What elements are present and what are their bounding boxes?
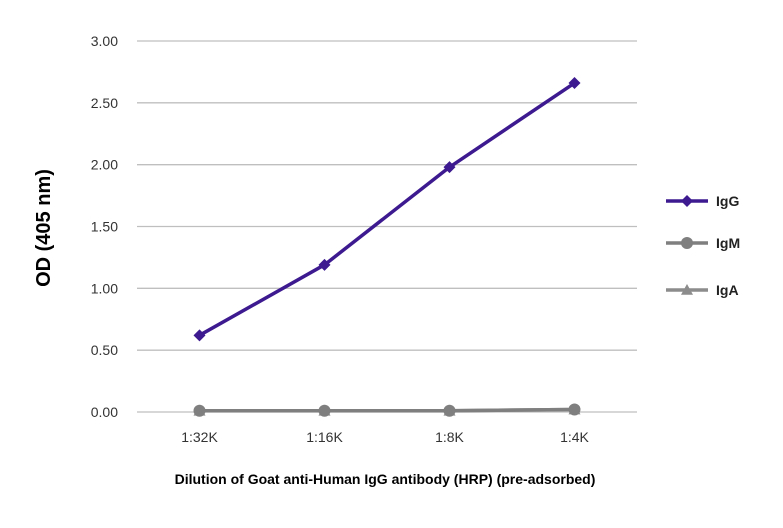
- data-point-diamond: [193, 329, 206, 342]
- data-point-circle: [318, 404, 331, 417]
- y-tick-label: 0.00: [91, 404, 118, 420]
- x-tick-label: 1:32K: [181, 429, 218, 445]
- legend-label: IgA: [716, 282, 739, 298]
- x-axis-title: Dilution of Goat anti-Human IgG antibody…: [175, 471, 596, 487]
- series-igg: [193, 77, 581, 342]
- series-line: [198, 81, 576, 337]
- y-tick-label: 1.50: [91, 219, 118, 235]
- legend-label: IgM: [716, 235, 740, 251]
- data-point-diamond: [681, 195, 693, 207]
- data-point-circle: [681, 237, 693, 249]
- legend-item-iga: IgA: [666, 282, 739, 298]
- gridlines: [137, 40, 637, 413]
- data-point-circle: [443, 404, 456, 417]
- series-layer: [193, 77, 581, 417]
- legend-item-igg: IgG: [666, 193, 739, 209]
- y-tick-labels: 0.00 0.50 1.00 1.50 2.00 2.50 3.00: [91, 33, 118, 420]
- data-point-triangle: [681, 284, 693, 295]
- y-tick-label: 1.00: [91, 280, 118, 296]
- y-axis-title: OD (405 nm): [33, 169, 55, 287]
- legend: IgG IgM IgA: [666, 193, 740, 298]
- data-point-diamond: [568, 77, 581, 90]
- x-tick-label: 1:8K: [435, 429, 464, 445]
- y-tick-label: 0.50: [91, 342, 118, 358]
- x-tick-label: 1:4K: [560, 429, 589, 445]
- x-tick-labels: 1:32K 1:16K 1:8K 1:4K: [181, 429, 589, 445]
- data-point-circle: [193, 404, 206, 417]
- data-point-circle: [568, 403, 581, 416]
- y-tick-label: 2.50: [91, 95, 118, 111]
- y-tick-label: 2.00: [91, 157, 118, 173]
- legend-item-igm: IgM: [666, 235, 740, 251]
- data-point-diamond: [443, 161, 456, 174]
- legend-label: IgG: [716, 193, 739, 209]
- series-igm: [193, 403, 581, 417]
- data-point-diamond: [318, 258, 331, 271]
- series-line: [199, 407, 575, 413]
- x-tick-label: 1:16K: [306, 429, 343, 445]
- y-tick-label: 3.00: [91, 33, 118, 49]
